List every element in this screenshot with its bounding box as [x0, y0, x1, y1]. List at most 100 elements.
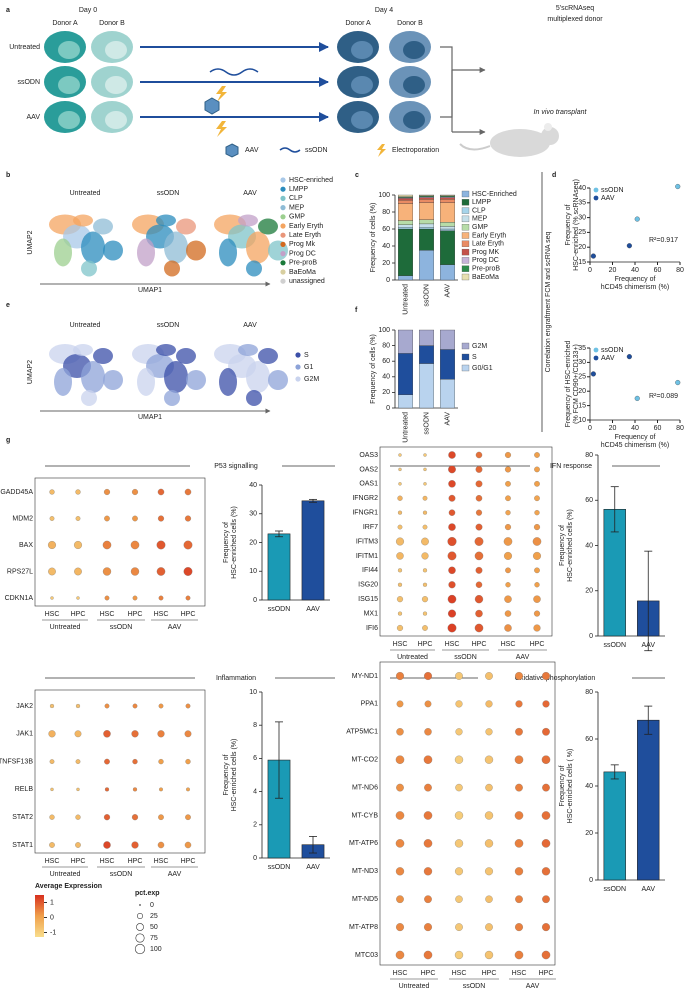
y-tick-label: 0	[253, 855, 257, 862]
legend-swatch	[280, 232, 286, 238]
dot	[448, 465, 456, 474]
dot	[186, 787, 190, 792]
umap-region	[156, 214, 176, 227]
umap-cloud	[214, 214, 288, 277]
dot	[423, 671, 433, 681]
point	[590, 371, 596, 377]
size-key	[136, 923, 144, 931]
donor-label: Donor B	[99, 20, 125, 27]
size-key-label: 0	[150, 902, 154, 909]
error-bar	[309, 836, 317, 854]
dot	[49, 489, 55, 495]
error-bar	[610, 486, 619, 533]
dot	[184, 488, 192, 496]
dot	[474, 537, 484, 546]
dot	[158, 703, 164, 709]
section-rules	[45, 172, 665, 679]
dot	[514, 867, 524, 876]
colorbar-label: 0	[50, 914, 54, 921]
group-label: ssODN	[110, 624, 133, 631]
dot	[514, 811, 524, 820]
umap-region	[246, 260, 262, 277]
x-tick-label: AAV	[306, 606, 320, 613]
dot-frame	[34, 689, 206, 854]
umap-region	[164, 361, 188, 393]
umap-region	[93, 218, 113, 235]
nucleus	[58, 41, 80, 59]
column-label: HSC	[501, 641, 516, 648]
umap-region	[238, 344, 258, 356]
dot	[448, 581, 456, 589]
x-tick-label: 0	[588, 267, 592, 274]
section-title: Inflammation	[216, 675, 256, 682]
dot	[475, 480, 483, 488]
umap-region	[81, 231, 105, 264]
dot	[104, 758, 110, 765]
bar-segment	[418, 363, 434, 409]
y-tick-label: 40	[382, 243, 390, 250]
dot	[158, 595, 164, 601]
condition-label: Untreated	[9, 44, 40, 51]
bar-segment	[397, 203, 413, 221]
dot	[104, 703, 110, 709]
umap-region	[258, 348, 278, 364]
y-tick-label: 0	[386, 405, 390, 412]
legend-swatch	[593, 355, 599, 361]
y-tick-label: 100	[378, 192, 390, 199]
legend-label: BaEoMa	[472, 274, 499, 281]
dot	[447, 536, 457, 547]
dot	[454, 811, 464, 820]
gene-label: STAT1	[12, 842, 33, 849]
gene-label: IRF7	[363, 524, 378, 531]
dot	[183, 540, 193, 550]
legend-label: Prog DC	[472, 257, 499, 264]
legend-label: Pre-proB	[472, 266, 500, 273]
donor-label: Donor B	[397, 20, 423, 27]
group-label: AAV	[526, 983, 540, 990]
dot	[447, 623, 457, 633]
bar-segment	[397, 198, 413, 201]
y-tick-label: 0	[589, 877, 593, 884]
size-key-label: 75	[150, 935, 158, 942]
umap-region	[164, 390, 180, 406]
dot	[156, 540, 166, 550]
x-tick-label: ssODN	[423, 412, 430, 435]
dot	[397, 611, 403, 616]
dot-frame	[379, 446, 553, 637]
dot	[514, 923, 524, 932]
colorbar-label: -1	[50, 929, 56, 936]
y-tick-label: 40	[585, 783, 593, 790]
dot	[157, 488, 165, 496]
dot	[50, 596, 54, 600]
size-key	[135, 933, 145, 943]
y-axis-label: HSC-enriched cells ( %)	[567, 749, 574, 824]
axis-label: UMAP2	[27, 360, 34, 384]
size-key	[137, 912, 144, 919]
dot	[395, 923, 405, 932]
dot	[102, 540, 112, 550]
dot	[185, 814, 191, 821]
legend-label: MEP	[472, 216, 488, 223]
x-tick-label: ssODN	[268, 864, 291, 871]
umap-cloud	[49, 214, 123, 277]
dot	[505, 480, 511, 487]
group-label: AAV	[516, 654, 530, 661]
bar-segment	[397, 227, 413, 230]
y-tick-label: 20	[249, 539, 257, 546]
legend-swatch	[461, 265, 470, 272]
legend-swatch	[461, 364, 470, 372]
dot	[424, 783, 432, 792]
dot	[448, 509, 456, 516]
dot	[447, 594, 457, 604]
annotation: R²=0.089	[649, 393, 678, 400]
dot	[75, 516, 81, 521]
dot	[398, 467, 402, 472]
legend-label: ssODN	[305, 147, 328, 154]
legend-swatch	[280, 177, 286, 183]
dot	[514, 755, 524, 764]
dot	[475, 451, 483, 459]
gene-label: MT-CYB	[352, 812, 379, 819]
y-tick-label: 10	[249, 689, 257, 696]
dot	[542, 700, 550, 708]
